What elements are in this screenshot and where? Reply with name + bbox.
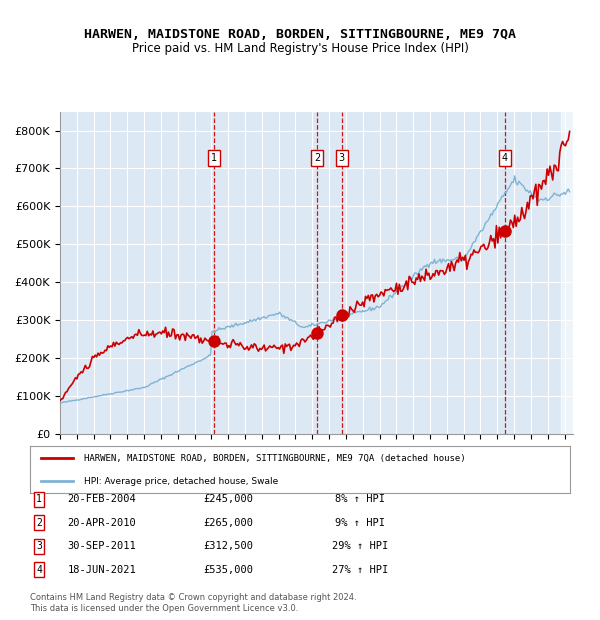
Text: £535,000: £535,000 [203, 565, 253, 575]
Text: 4: 4 [36, 565, 42, 575]
Text: 1: 1 [211, 153, 217, 163]
Text: 29% ↑ HPI: 29% ↑ HPI [332, 541, 388, 551]
Text: 3: 3 [36, 541, 42, 551]
Bar [561, 112, 573, 434]
Text: Contains HM Land Registry data © Crown copyright and database right 2024.
This d: Contains HM Land Registry data © Crown c… [30, 593, 356, 613]
Text: £265,000: £265,000 [203, 518, 253, 528]
Text: 20-APR-2010: 20-APR-2010 [68, 518, 136, 528]
Text: 8% ↑ HPI: 8% ↑ HPI [335, 494, 385, 504]
Text: HPI: Average price, detached house, Swale: HPI: Average price, detached house, Swal… [84, 477, 278, 486]
Text: 2: 2 [36, 518, 42, 528]
Text: 18-JUN-2021: 18-JUN-2021 [68, 565, 136, 575]
Text: 3: 3 [338, 153, 345, 163]
Text: 9% ↑ HPI: 9% ↑ HPI [335, 518, 385, 528]
Text: 30-SEP-2011: 30-SEP-2011 [68, 541, 136, 551]
Text: HARWEN, MAIDSTONE ROAD, BORDEN, SITTINGBOURNE, ME9 7QA (detached house): HARWEN, MAIDSTONE ROAD, BORDEN, SITTINGB… [84, 453, 466, 463]
Text: 27% ↑ HPI: 27% ↑ HPI [332, 565, 388, 575]
Bar [561, 112, 573, 434]
Text: 20-FEB-2004: 20-FEB-2004 [68, 494, 136, 504]
Text: 1: 1 [36, 494, 42, 504]
Text: HARWEN, MAIDSTONE ROAD, BORDEN, SITTINGBOURNE, ME9 7QA: HARWEN, MAIDSTONE ROAD, BORDEN, SITTINGB… [84, 28, 516, 41]
Text: 2: 2 [314, 153, 320, 163]
Text: £245,000: £245,000 [203, 494, 253, 504]
Text: 4: 4 [502, 153, 508, 163]
Text: Price paid vs. HM Land Registry's House Price Index (HPI): Price paid vs. HM Land Registry's House … [131, 42, 469, 55]
Text: £312,500: £312,500 [203, 541, 253, 551]
